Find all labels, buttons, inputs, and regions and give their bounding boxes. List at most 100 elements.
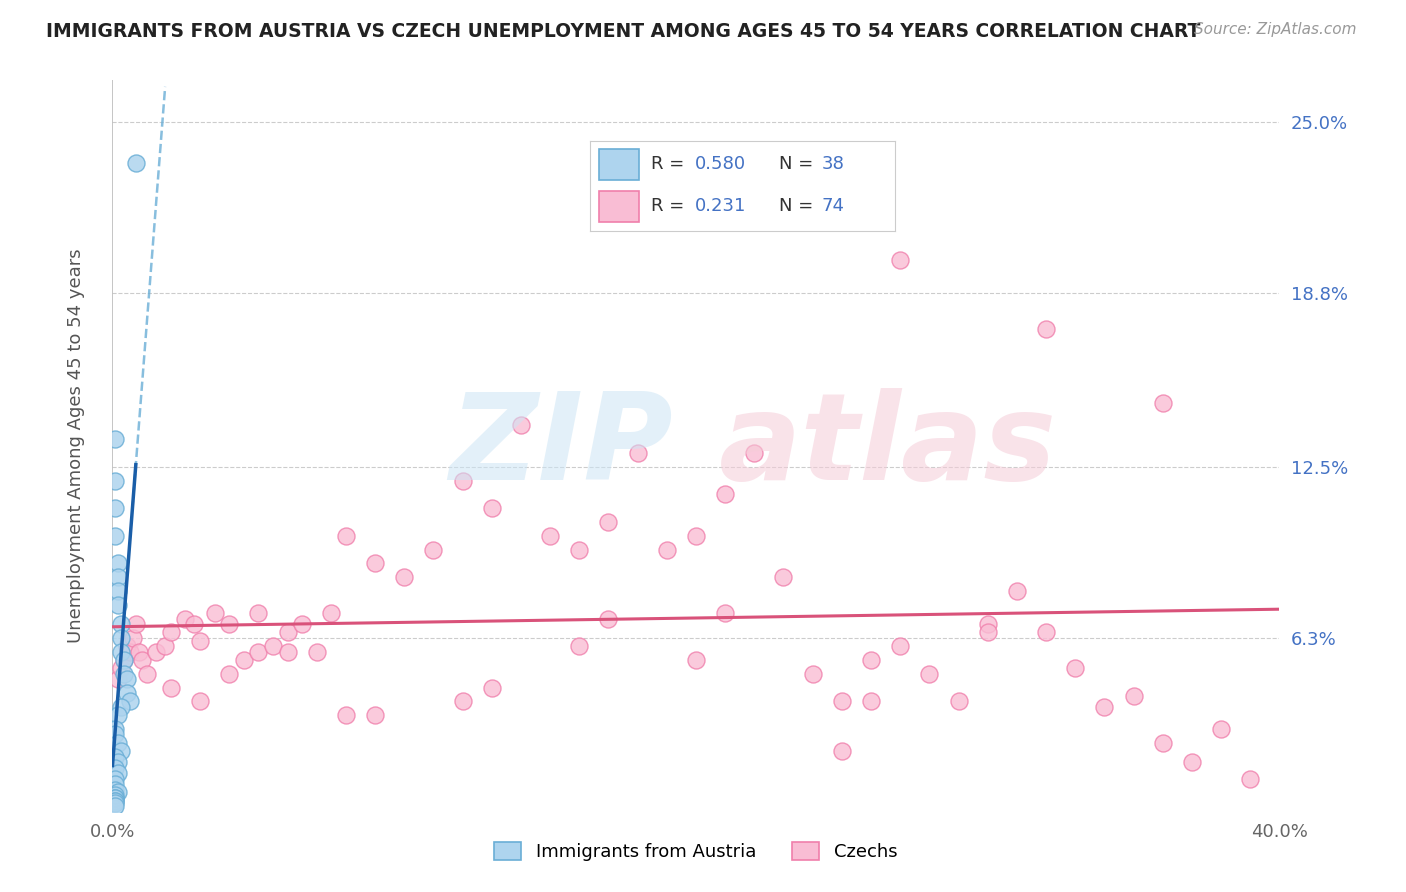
Czechs <box>1064 661 1087 675</box>
Immigrants from Austria <box>104 722 127 736</box>
Czechs <box>131 653 153 667</box>
Czechs <box>335 529 357 543</box>
Immigrants from Austria <box>125 156 148 170</box>
Immigrants from Austria <box>107 583 129 598</box>
Czechs <box>598 611 620 625</box>
Czechs <box>918 666 941 681</box>
Czechs <box>174 611 197 625</box>
Immigrants from Austria <box>104 727 127 741</box>
Czechs <box>481 501 503 516</box>
Czechs <box>831 694 853 708</box>
Czechs <box>262 639 284 653</box>
Czechs <box>115 639 138 653</box>
Immigrants from Austria <box>104 782 127 797</box>
Czechs <box>685 653 707 667</box>
Immigrants from Austria <box>107 708 129 723</box>
Czechs <box>118 645 141 659</box>
Czechs <box>1035 321 1057 335</box>
Czechs <box>335 708 357 723</box>
Immigrants from Austria <box>110 631 132 645</box>
Czechs <box>509 418 531 433</box>
Immigrants from Austria <box>110 645 132 659</box>
Czechs <box>568 542 591 557</box>
Czechs <box>860 694 883 708</box>
Czechs <box>136 666 159 681</box>
Czechs <box>714 487 737 501</box>
Czechs <box>801 666 824 681</box>
Czechs <box>112 653 135 667</box>
Czechs <box>889 639 911 653</box>
Text: R =: R = <box>651 155 690 173</box>
Czechs <box>218 666 240 681</box>
Immigrants from Austria <box>104 749 127 764</box>
Immigrants from Austria <box>110 617 132 632</box>
Immigrants from Austria <box>104 760 127 774</box>
Immigrants from Austria <box>104 772 127 786</box>
Immigrants from Austria <box>104 474 127 488</box>
Czechs <box>976 625 998 640</box>
Immigrants from Austria <box>104 797 127 811</box>
Czechs <box>291 617 314 632</box>
Text: 74: 74 <box>821 197 845 215</box>
Immigrants from Austria <box>104 799 127 814</box>
Immigrants from Austria <box>112 666 135 681</box>
Immigrants from Austria <box>104 777 127 791</box>
Text: 38: 38 <box>821 155 845 173</box>
Immigrants from Austria <box>104 432 127 446</box>
Czechs <box>276 625 298 640</box>
Czechs <box>1005 583 1028 598</box>
Immigrants from Austria <box>107 785 129 799</box>
Immigrants from Austria <box>107 736 129 750</box>
Czechs <box>183 617 205 632</box>
Text: atlas: atlas <box>720 387 1057 505</box>
Immigrants from Austria <box>107 598 129 612</box>
Czechs <box>1181 755 1204 769</box>
Czechs <box>305 645 328 659</box>
Czechs <box>976 617 998 632</box>
Czechs <box>125 617 148 632</box>
Czechs <box>655 542 678 557</box>
Czechs <box>772 570 794 584</box>
Text: IMMIGRANTS FROM AUSTRIA VS CZECH UNEMPLOYMENT AMONG AGES 45 TO 54 YEARS CORRELAT: IMMIGRANTS FROM AUSTRIA VS CZECH UNEMPLO… <box>46 22 1201 41</box>
Czechs <box>232 653 254 667</box>
Czechs <box>1152 396 1174 410</box>
FancyBboxPatch shape <box>599 192 638 222</box>
Immigrants from Austria <box>107 557 129 571</box>
Czechs <box>481 681 503 695</box>
Immigrants from Austria <box>115 686 138 700</box>
Czechs <box>160 625 183 640</box>
Czechs <box>204 606 226 620</box>
Immigrants from Austria <box>115 672 138 686</box>
Czechs <box>1239 772 1261 786</box>
Text: N =: N = <box>779 155 818 173</box>
Immigrants from Austria <box>110 699 132 714</box>
Text: R =: R = <box>651 197 696 215</box>
Immigrants from Austria <box>104 788 127 802</box>
Czechs <box>247 645 270 659</box>
Czechs <box>160 681 183 695</box>
Czechs <box>110 661 132 675</box>
Immigrants from Austria <box>104 501 127 516</box>
Czechs <box>153 639 176 653</box>
Czechs <box>145 645 167 659</box>
Czechs <box>538 529 561 543</box>
Immigrants from Austria <box>104 794 127 808</box>
Czechs <box>948 694 970 708</box>
Immigrants from Austria <box>104 529 127 543</box>
Czechs <box>188 694 211 708</box>
Immigrants from Austria <box>107 766 129 780</box>
Czechs <box>451 474 474 488</box>
Czechs <box>394 570 416 584</box>
Czechs <box>598 515 620 529</box>
Czechs <box>831 744 853 758</box>
Czechs <box>188 633 211 648</box>
Text: 0.231: 0.231 <box>695 197 747 215</box>
Text: N =: N = <box>779 197 818 215</box>
Immigrants from Austria <box>112 653 135 667</box>
Czechs <box>276 645 298 659</box>
Czechs <box>364 708 387 723</box>
Czechs <box>247 606 270 620</box>
Czechs <box>1209 722 1232 736</box>
Immigrants from Austria <box>104 791 127 805</box>
Czechs <box>218 617 240 632</box>
